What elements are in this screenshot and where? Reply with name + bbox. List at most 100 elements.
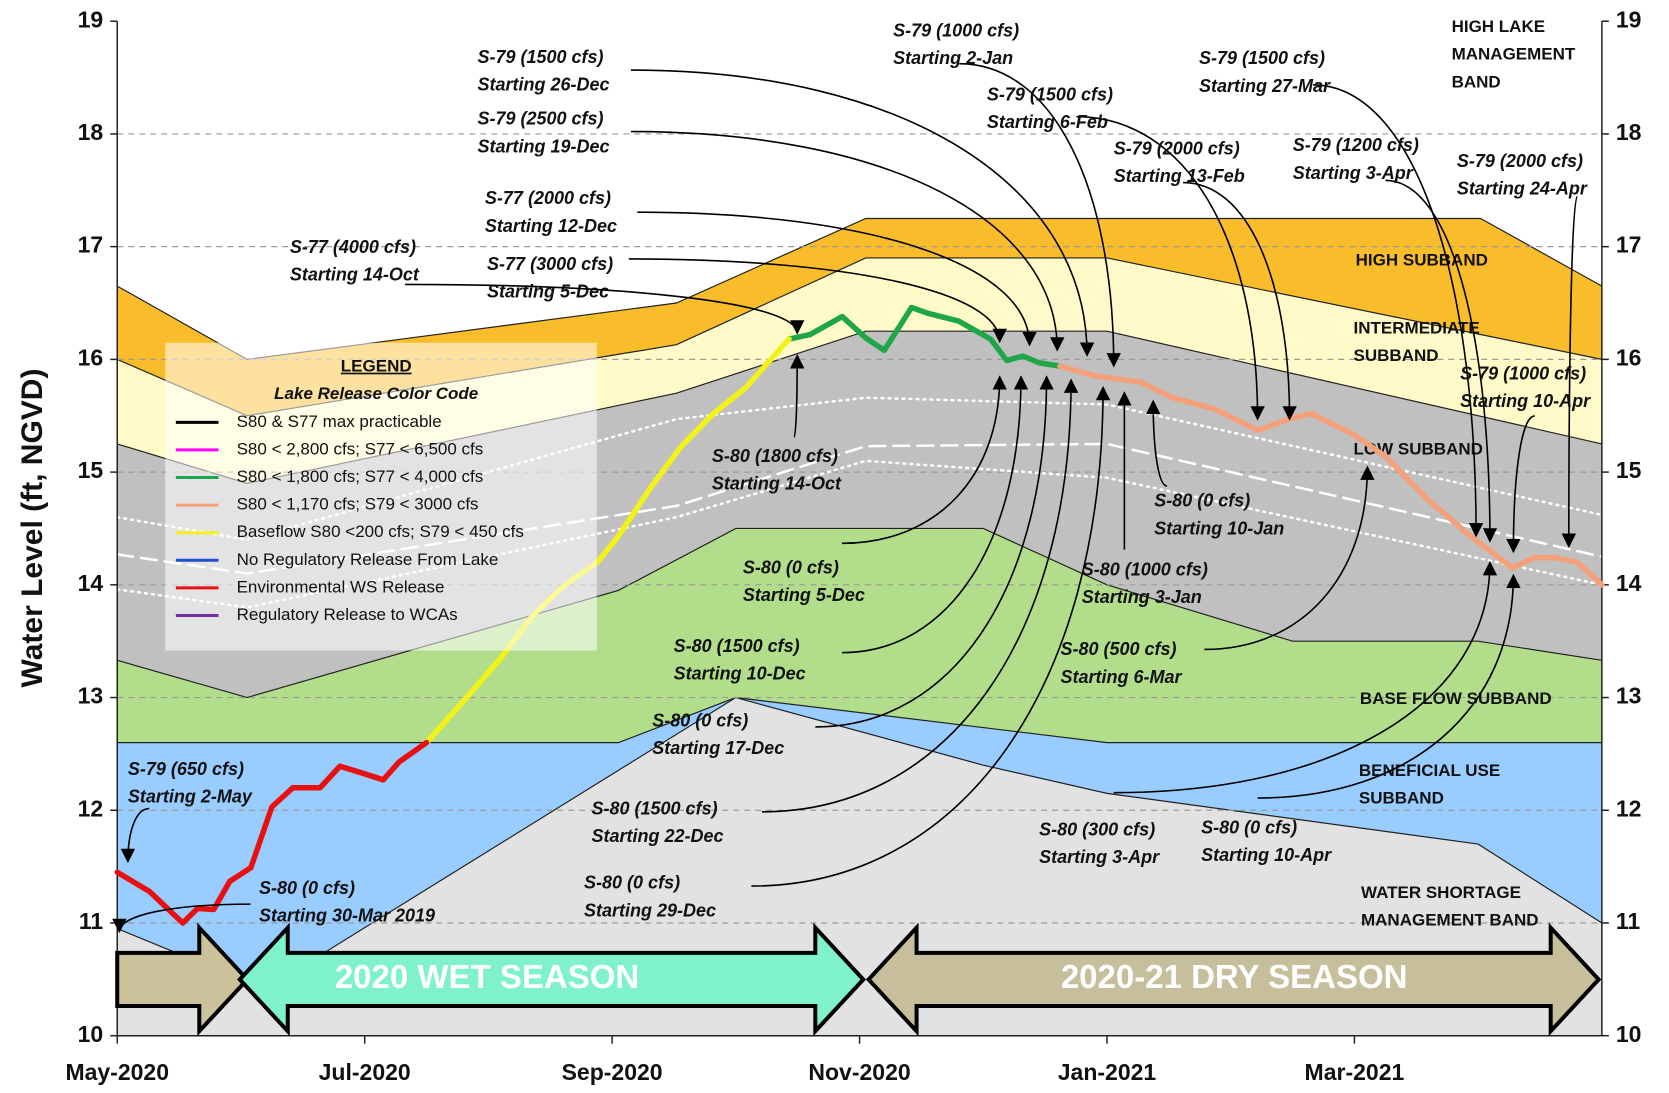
y2-tick-label: 15: [1616, 457, 1642, 483]
band-label: BAND: [1452, 72, 1501, 91]
annotation-text: Starting 27-Mar: [1199, 76, 1331, 96]
season-arrow: [865, 922, 1602, 1037]
y2-tick-label: 17: [1616, 232, 1642, 258]
band-label: MANAGEMENT: [1452, 45, 1576, 64]
legend-label: S80 < 1,170 cfs; S79 < 3000 cfs: [237, 495, 479, 514]
annotation-text: Starting 2-Jan: [893, 48, 1013, 68]
y2-tick-label: 12: [1616, 795, 1642, 821]
y-tick-label: 14: [78, 570, 104, 596]
y-axis-title: Water Level (ft, NGVD): [16, 369, 49, 688]
annotation-text: Starting 30-Mar 2019: [259, 906, 435, 926]
annotation-text: S-80 (0 cfs): [584, 873, 680, 893]
annotation-arrow: [1257, 573, 1521, 799]
x-tick-label: May-2020: [65, 1059, 169, 1085]
legend: LEGEND Lake Release Color Code S80 & S77 m…: [165, 342, 597, 651]
annotation-text: Starting 10-Apr: [1201, 845, 1332, 865]
y-tick-label: 13: [78, 683, 104, 709]
band-label: BENEFICIAL USE: [1359, 761, 1500, 780]
annotation-text: S-80 (1000 cfs): [1082, 560, 1208, 580]
annotation-text: S-79 (1000 cfs): [1460, 363, 1586, 383]
y-tick-label: 10: [78, 1021, 104, 1047]
annotation-text: Starting 14-Oct: [290, 265, 420, 285]
annotation-text: S-79 (2000 cfs): [1114, 138, 1240, 158]
y2-tick-label: 14: [1616, 570, 1642, 596]
y-tick-label: 18: [78, 119, 104, 145]
annotation-text: Starting 12-Dec: [485, 216, 617, 236]
y-tick-label: 19: [78, 6, 104, 32]
annotation-arrow: [1076, 115, 1265, 421]
legend-label: Environmental WS Release: [237, 577, 445, 596]
annotation-text: Starting 2-May: [128, 787, 253, 807]
season-arrow: [115, 922, 250, 1037]
band-label: INTERMEDIATE: [1354, 318, 1480, 337]
legend-label: Baseflow S80 <200 cfs; S79 < 450 cfs: [237, 522, 524, 541]
y-tick-label: 16: [78, 344, 104, 370]
annotation-text: S-77 (4000 cfs): [290, 237, 416, 257]
annotation-text: S-79 (1500 cfs): [477, 47, 603, 67]
annotation-text: S-80 (1500 cfs): [674, 636, 800, 656]
y2-tick-label: 19: [1616, 6, 1642, 32]
annotation-arrow: [1183, 181, 1297, 421]
band-label: WATER SHORTAGE: [1361, 883, 1521, 902]
annotation-text: Starting 13-Feb: [1114, 166, 1245, 186]
annotation-text: Starting 10-Dec: [674, 664, 806, 684]
annotation-arrow: [1204, 465, 1375, 651]
season-arrow: [237, 922, 867, 1037]
annotation-text: S-80 (500 cfs): [1060, 639, 1176, 659]
x-tick-label: Jul-2020: [319, 1059, 411, 1085]
legend-label: S80 < 2,800 cfs; S77 < 6,500 cfs: [237, 439, 484, 458]
annotation-text: Starting 22-Dec: [592, 826, 724, 846]
annotation-text: Starting 3-Jan: [1082, 587, 1202, 607]
legend-subtitle: Lake Release Color Code: [274, 384, 478, 403]
annotation-arrow: [762, 378, 1079, 813]
annotation-arrow: [112, 903, 251, 934]
annotation-text: S-79 (1200 cfs): [1293, 135, 1419, 155]
annotation-text: S-80 (1800 cfs): [712, 446, 838, 466]
annotation-text: Starting 3-Apr: [1039, 847, 1160, 867]
annotation-arrow: [1113, 560, 1498, 794]
annotation-text: Starting 26-Dec: [477, 75, 609, 95]
annotation-text: S-80 (0 cfs): [259, 878, 355, 898]
legend-label: S80 < 1,800 cfs; S77 < 4,000 cfs: [237, 467, 484, 486]
x-tick-label: Sep-2020: [562, 1059, 663, 1085]
annotation-text: S-79 (2000 cfs): [1457, 151, 1583, 171]
y-tick-label: 17: [78, 232, 104, 258]
annotation-arrow: [404, 283, 805, 335]
band-label: MANAGEMENT BAND: [1361, 911, 1539, 930]
legend-label: Regulatory Release to WCAs: [237, 605, 458, 624]
y-tick-label: 12: [78, 795, 104, 821]
annotation-arrow: [630, 69, 1095, 357]
legend-box: [165, 342, 597, 651]
annotation-text: S-80 (1500 cfs): [592, 798, 718, 818]
annotation-arrow: [1385, 179, 1498, 543]
y2-tick-label: 16: [1616, 344, 1642, 370]
annotation-arrow: [789, 354, 805, 438]
annotation-text: Starting 14-Oct: [712, 474, 842, 494]
water-level-line: [114, 739, 430, 926]
x-tick-label: Mar-2021: [1305, 1059, 1405, 1085]
annotation-text: Starting 17-Dec: [652, 738, 784, 758]
band-label: BASE FLOW SUBBAND: [1360, 689, 1552, 708]
band-boundary: [117, 527, 1602, 699]
band-label: HIGH SUBBAND: [1356, 251, 1488, 270]
annotation-text: S-80 (0 cfs): [652, 710, 748, 730]
annotation-text: Starting 5-Dec: [743, 585, 865, 605]
annotation-arrow: [1506, 415, 1535, 554]
band-label: SUBBAND: [1354, 346, 1439, 365]
y2-tick-label: 11: [1616, 908, 1641, 934]
annotation-text: S-79 (1500 cfs): [1199, 48, 1325, 68]
season-label: 2020-21 DRY SEASON: [1061, 958, 1408, 995]
annotation-text: S-79 (1000 cfs): [893, 21, 1019, 41]
season-label: 2020 WET SEASON: [335, 958, 639, 995]
annotation-arrow: [841, 375, 1029, 654]
annotation-arrow: [1313, 84, 1484, 538]
annotation-arrow: [1145, 399, 1168, 487]
annotation-text: S-77 (2000 cfs): [485, 188, 611, 208]
water-level-line: [423, 336, 792, 746]
annotation-text: S-79 (1500 cfs): [987, 84, 1113, 104]
legend-label: S80 & S77 max practicable: [237, 412, 442, 431]
x-tick-label: Jan-2021: [1058, 1059, 1157, 1085]
annotation-text: S-77 (3000 cfs): [487, 254, 613, 274]
annotation-text: S-79 (650 cfs): [128, 759, 244, 779]
